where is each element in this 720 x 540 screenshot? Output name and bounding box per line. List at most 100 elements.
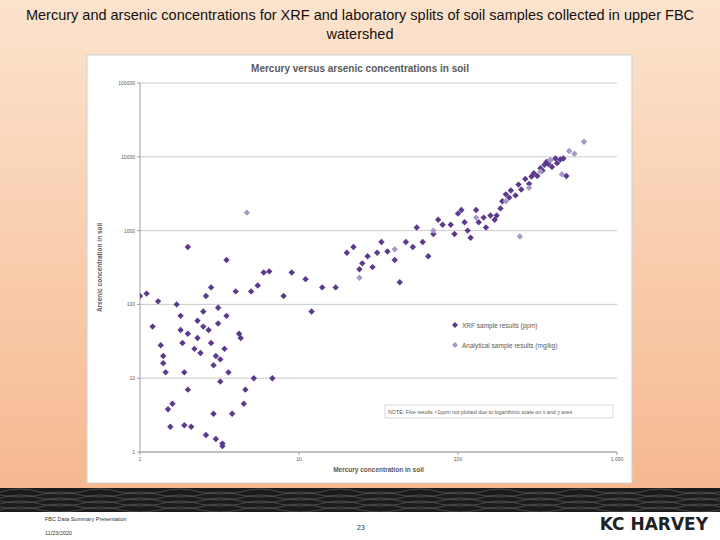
point: [266, 268, 272, 274]
point: [217, 378, 223, 384]
point: [203, 432, 209, 438]
point: [162, 369, 168, 375]
tick-mark: [137, 230, 140, 231]
point: [497, 205, 503, 211]
point: [547, 157, 553, 163]
grid-line: [140, 378, 617, 379]
point: [191, 346, 197, 352]
point: [210, 362, 216, 368]
point: [526, 185, 532, 191]
tick-mark: [458, 452, 459, 455]
slide: Mercury and arsenic concentrations for X…: [0, 0, 720, 540]
note-box: [385, 405, 613, 418]
point: [369, 264, 375, 270]
point: [177, 313, 183, 319]
point: [185, 244, 191, 250]
legend-label: Analytical sample results (mg/kg): [462, 342, 557, 350]
tick-mark: [137, 156, 140, 157]
point: [458, 207, 464, 213]
point: [392, 257, 398, 263]
topo-line: [0, 492, 720, 497]
x-tick-label: 10: [296, 456, 302, 462]
point: [451, 231, 457, 237]
point: [215, 320, 221, 326]
point: [517, 233, 523, 239]
footer-date: 11/23/2020: [45, 530, 72, 536]
point: [185, 331, 191, 337]
point: [308, 308, 314, 314]
point: [167, 424, 173, 430]
topo-line: [0, 495, 720, 500]
point: [248, 288, 254, 294]
point: [581, 139, 587, 145]
point: [522, 176, 528, 182]
point: [515, 181, 521, 187]
point: [233, 288, 239, 294]
point: [547, 157, 553, 163]
point: [208, 284, 214, 290]
point: [217, 356, 223, 362]
point: [255, 282, 261, 288]
point: [356, 275, 362, 281]
point: [241, 401, 247, 407]
point: [493, 212, 499, 218]
grid-line: [140, 230, 617, 231]
point: [269, 375, 275, 381]
point: [461, 219, 467, 225]
point: [149, 323, 155, 329]
point: [194, 335, 200, 341]
point: [213, 436, 219, 442]
chart-panel: [87, 55, 632, 483]
tick-mark: [137, 452, 140, 453]
point: [215, 305, 221, 311]
point: [208, 340, 214, 346]
point: [344, 250, 350, 256]
point: [508, 187, 514, 193]
x-tick-label: 1,000: [611, 456, 624, 462]
point: [397, 279, 403, 285]
point: [566, 148, 572, 154]
point: [378, 239, 384, 245]
point: [160, 353, 166, 359]
point: [350, 244, 356, 250]
point: [238, 335, 244, 341]
slide-title: Mercury and arsenic concentrations for X…: [26, 7, 694, 23]
background: [0, 0, 720, 540]
tick-mark: [617, 452, 618, 455]
y-tick-label: 10000: [121, 154, 135, 160]
point: [219, 443, 225, 449]
y-tick-label: 1: [132, 449, 135, 455]
footer-text: FBC Data Summary Presentation: [45, 516, 127, 522]
point: [177, 327, 183, 333]
x-axis-label: Mercury concentration in soil: [333, 466, 424, 474]
point: [158, 342, 164, 348]
point: [302, 276, 308, 282]
page-number: 23: [357, 524, 365, 531]
point: [223, 257, 229, 263]
point: [225, 369, 231, 375]
note: NOTE: Five results <1ppm not plotted due…: [388, 409, 573, 415]
point: [280, 293, 286, 299]
legend-marker: [452, 342, 458, 348]
point: [430, 227, 436, 233]
point: [197, 350, 203, 356]
point: [169, 401, 175, 407]
topo-line: [0, 498, 720, 503]
point: [289, 269, 295, 275]
y-tick-label: 10: [129, 375, 135, 381]
point: [571, 151, 577, 157]
point: [229, 411, 235, 417]
point: [185, 386, 191, 392]
topo-line: [0, 501, 720, 506]
tick-mark: [140, 452, 141, 455]
point: [179, 340, 185, 346]
grid-line: [140, 156, 617, 157]
footer: [0, 512, 720, 540]
point: [467, 235, 473, 241]
point: [261, 269, 267, 275]
point: [205, 327, 211, 333]
slide-title: watershed: [326, 26, 394, 42]
x-tick-label: 1: [139, 456, 142, 462]
point: [512, 192, 518, 198]
point: [483, 224, 489, 230]
